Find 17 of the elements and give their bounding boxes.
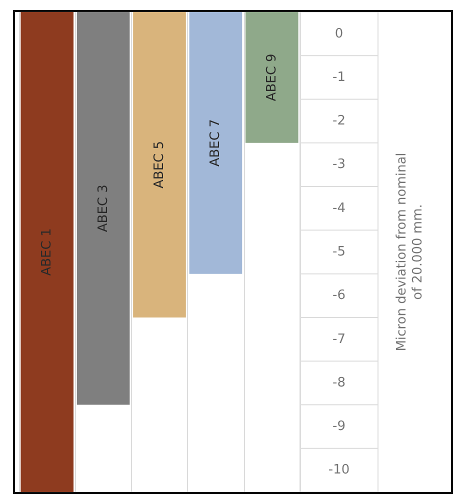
x-tick-label: ABEC 1 [40,228,55,276]
x-tick-label: ABEC 5 [152,140,167,188]
x-tick-label: ABEC 3 [96,184,111,232]
y-tick-label: -9 [332,419,346,434]
y-tick-label: -10 [328,462,350,478]
y-tick-label: -1 [332,70,346,85]
y-tick-label: 0 [334,26,344,42]
y-tick-label: -5 [332,244,346,260]
y-tick-label: -3 [332,157,346,172]
y-axis-title: Micron deviation from nominal of 20.000 mm. [394,152,426,352]
y-tick-label: -4 [332,200,346,216]
y-tick-label: -7 [332,332,346,347]
x-tick-label: ABEC 9 [264,54,280,102]
y-tick-label: -2 [332,114,346,129]
y-tick-label: -8 [332,375,346,390]
x-tick-label: ABEC 7 [208,119,224,167]
y-tick-label: -6 [332,288,346,304]
